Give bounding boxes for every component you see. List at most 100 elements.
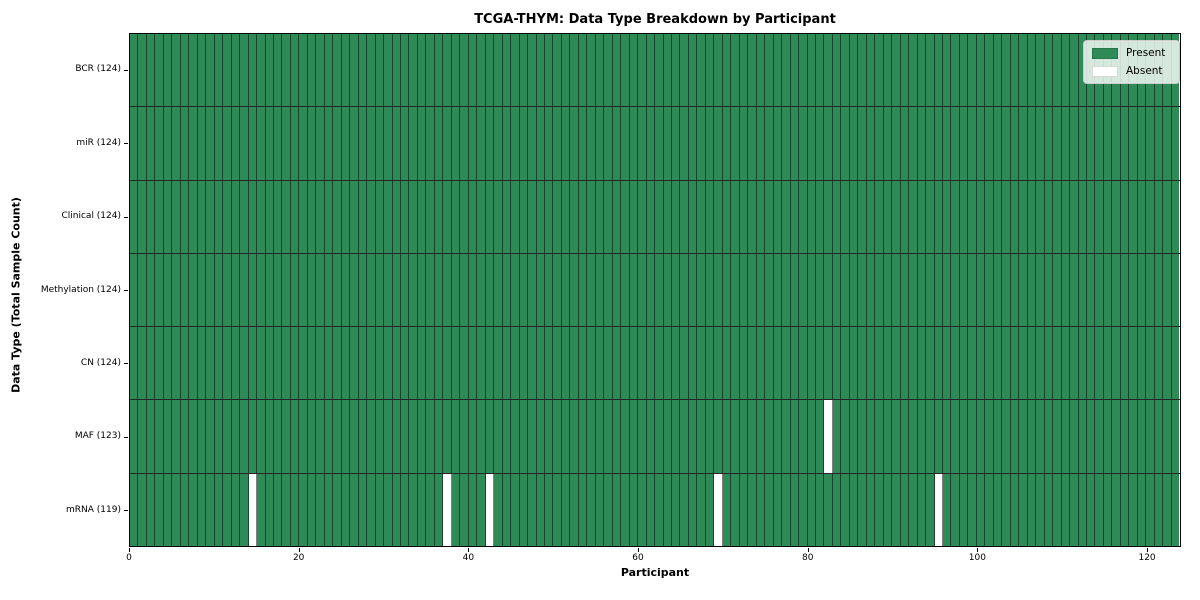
heatmap-cell bbox=[909, 327, 918, 400]
heatmap-cell bbox=[570, 34, 579, 107]
heatmap-cell bbox=[722, 327, 732, 400]
heatmap-cell bbox=[748, 473, 757, 546]
heatmap-cell bbox=[502, 253, 512, 327]
heatmap-cell bbox=[240, 34, 249, 107]
y-tick-label-CN: CN (124) bbox=[80, 357, 121, 368]
heatmap-cell bbox=[443, 253, 452, 327]
heatmap-cell bbox=[595, 34, 605, 107]
heatmap-cell bbox=[1019, 34, 1028, 107]
heatmap-cell bbox=[494, 180, 503, 253]
heatmap-cell bbox=[257, 400, 266, 473]
heatmap-cell bbox=[705, 400, 715, 473]
heatmap-cell bbox=[866, 327, 876, 400]
heatmap-cell bbox=[324, 180, 334, 253]
heatmap-cell bbox=[544, 327, 554, 400]
heatmap-cell bbox=[663, 180, 672, 253]
heatmap-cell bbox=[214, 327, 224, 400]
heatmap-cell bbox=[536, 34, 545, 107]
heatmap-cell bbox=[341, 400, 351, 473]
heatmap-cell bbox=[502, 107, 512, 180]
heatmap-cell bbox=[892, 473, 901, 546]
heatmap-cell bbox=[223, 473, 232, 546]
heatmap-cell bbox=[155, 180, 164, 253]
heatmap-cell bbox=[985, 327, 994, 400]
heatmap-cell bbox=[273, 180, 283, 253]
heatmap-cell bbox=[519, 327, 529, 400]
heatmap-cell bbox=[401, 253, 410, 327]
heatmap-cell bbox=[976, 473, 986, 546]
heatmap-cell bbox=[375, 180, 385, 253]
heatmap-cell bbox=[384, 34, 393, 107]
heatmap-cell bbox=[866, 34, 876, 107]
heatmap-cell bbox=[1044, 327, 1054, 400]
heatmap-cell bbox=[739, 327, 749, 400]
heatmap-cell bbox=[612, 400, 622, 473]
heatmap-cell bbox=[655, 327, 664, 400]
heatmap-cell bbox=[180, 473, 190, 546]
legend-entry-absent: Absent bbox=[1092, 65, 1171, 77]
heatmap-cell bbox=[663, 473, 672, 546]
heatmap-cell bbox=[1002, 400, 1011, 473]
heatmap-cell bbox=[290, 180, 300, 253]
heatmap-cell bbox=[926, 400, 935, 473]
heatmap-cell bbox=[561, 473, 571, 546]
heatmap-cell bbox=[578, 34, 588, 107]
heatmap-cell bbox=[511, 473, 520, 546]
heatmap-cell bbox=[570, 253, 579, 327]
heatmap-cell bbox=[849, 107, 859, 180]
heatmap-cell bbox=[248, 253, 258, 327]
heatmap-cell bbox=[223, 327, 232, 400]
heatmap-cell bbox=[401, 34, 410, 107]
heatmap-cell bbox=[409, 34, 418, 107]
heatmap-cell bbox=[358, 34, 368, 107]
heatmap-cell bbox=[494, 473, 503, 546]
heatmap-cell bbox=[892, 400, 901, 473]
x-tick-label: 0 bbox=[126, 553, 132, 563]
heatmap-cell bbox=[544, 34, 554, 107]
heatmap-cell bbox=[197, 107, 207, 180]
heatmap-cell bbox=[646, 400, 656, 473]
heatmap-cell bbox=[172, 473, 181, 546]
heatmap-cell bbox=[316, 34, 325, 107]
heatmap-cell bbox=[189, 253, 198, 327]
heatmap-cell bbox=[900, 253, 910, 327]
heatmap-cell bbox=[180, 327, 190, 400]
heatmap-cell bbox=[172, 253, 181, 327]
heatmap-cell bbox=[316, 180, 325, 253]
heatmap-cell bbox=[748, 400, 757, 473]
heatmap-cell bbox=[536, 327, 545, 400]
heatmap-cell bbox=[773, 473, 783, 546]
heatmap-cell bbox=[934, 107, 943, 180]
heatmap-row-miR bbox=[130, 107, 1180, 181]
heatmap-cell bbox=[807, 327, 816, 400]
heatmap-cell bbox=[417, 327, 427, 400]
x-tick-mark bbox=[129, 548, 130, 552]
heatmap-cell bbox=[909, 473, 918, 546]
heatmap-cell bbox=[231, 327, 241, 400]
heatmap-cell bbox=[511, 180, 520, 253]
heatmap-cell bbox=[985, 34, 994, 107]
heatmap-cell bbox=[587, 107, 596, 180]
x-axis-title: Participant bbox=[620, 566, 690, 579]
heatmap-cell bbox=[1129, 400, 1138, 473]
legend: Present Absent bbox=[1083, 40, 1180, 84]
heatmap-cell bbox=[756, 34, 766, 107]
y-tick-label-Clinical: Clinical (124) bbox=[61, 211, 121, 222]
heatmap-cell bbox=[917, 253, 927, 327]
heatmap-cell bbox=[1053, 180, 1062, 253]
heatmap-cell bbox=[511, 400, 520, 473]
heatmap-cell bbox=[1010, 473, 1020, 546]
heatmap-cell bbox=[815, 253, 825, 327]
heatmap-cell bbox=[612, 473, 622, 546]
heatmap-cell bbox=[892, 180, 901, 253]
heatmap-cell bbox=[959, 253, 969, 327]
heatmap-cell bbox=[993, 400, 1003, 473]
heatmap-cell bbox=[959, 107, 969, 180]
heatmap-cell bbox=[959, 400, 969, 473]
heatmap-cell bbox=[214, 107, 224, 180]
heatmap-cell bbox=[1061, 180, 1071, 253]
heatmap-cell bbox=[934, 400, 943, 473]
heatmap-cell bbox=[358, 473, 368, 546]
heatmap-cell bbox=[409, 107, 418, 180]
heatmap-cell bbox=[299, 400, 308, 473]
